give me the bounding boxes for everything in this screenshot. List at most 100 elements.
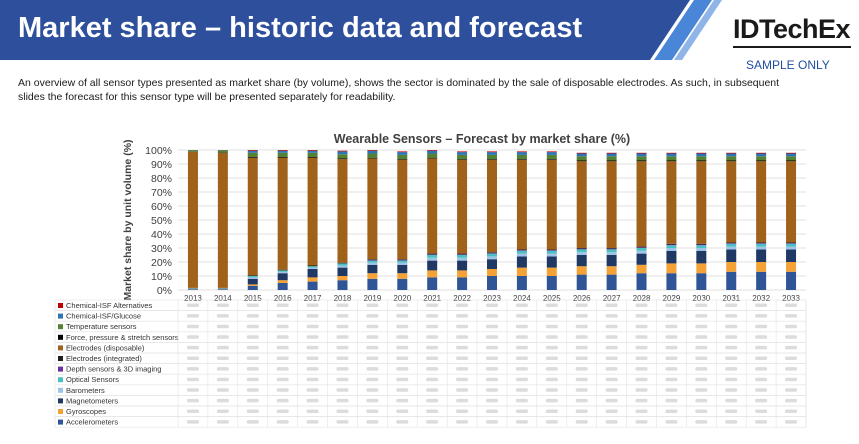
blurred-cell [575, 314, 588, 318]
bar-segment [576, 274, 587, 290]
blurred-cell [545, 409, 558, 413]
blurred-cell [306, 420, 319, 424]
bar-segment [487, 269, 497, 276]
table-row-label: Temperature sensors [66, 322, 137, 331]
blurred-cell [545, 367, 558, 371]
bar-segment [636, 152, 647, 154]
bar-segment [337, 150, 348, 152]
bar-segment [786, 156, 797, 161]
blurred-cell [665, 377, 678, 382]
bar-segment [427, 270, 438, 278]
bar-segment [606, 160, 617, 162]
bar-segment [427, 277, 438, 290]
x-tick-label: 2033 [782, 294, 800, 303]
blurred-cell [276, 388, 289, 392]
blurred-cell [186, 303, 199, 307]
blurred-cell [456, 324, 469, 329]
blurred-cell [635, 356, 648, 360]
bar-segment [187, 152, 198, 288]
bar-segment [307, 265, 318, 267]
bar-segment [636, 253, 647, 265]
bar-segment [546, 152, 557, 155]
blurred-cell [755, 377, 768, 382]
blurred-cell [785, 409, 798, 413]
blurred-cell [246, 367, 259, 371]
legend-swatch [58, 334, 63, 340]
bar-segment [726, 156, 737, 161]
blurred-cell [486, 303, 498, 307]
blurred-cell [695, 409, 708, 413]
table-row-label: Chemical-ISF/Glucose [66, 312, 141, 321]
blurred-cell [396, 377, 409, 382]
bar-segment [397, 152, 408, 155]
bar-segment [666, 156, 677, 161]
bar-segment [247, 150, 258, 151]
blurred-cell [186, 409, 199, 413]
blurred-cell [515, 324, 528, 329]
blurred-cell [186, 367, 199, 371]
bar-segment [487, 259, 497, 269]
bar-segment [696, 161, 707, 244]
blurred-cell [216, 356, 229, 360]
y-tick-label: 80% [151, 173, 172, 185]
bar-segment [337, 262, 348, 264]
bar-segment [696, 245, 707, 248]
blurred-cell [366, 409, 379, 413]
bar-segment [726, 262, 737, 272]
blurred-cell [605, 377, 618, 382]
bar-segment [487, 276, 497, 290]
blurred-cell [186, 398, 199, 403]
bar-segment [636, 246, 647, 248]
header-band [0, 0, 722, 60]
bar-segment [307, 150, 318, 153]
blurred-cell [426, 409, 439, 413]
bar-segment [666, 273, 677, 290]
blurred-cell [426, 420, 439, 424]
blurred-cell [336, 398, 349, 403]
bar-segment [786, 160, 797, 162]
bar-segment [277, 270, 288, 272]
bar-segment [427, 254, 438, 255]
bar-segment [606, 274, 617, 290]
blurred-cell [545, 377, 558, 382]
bar-segment [696, 243, 707, 245]
bar-segment [247, 278, 258, 285]
blurred-cell [695, 324, 708, 329]
bar-segment [696, 244, 707, 246]
bar-segment [277, 157, 288, 158]
blurred-cell [396, 303, 409, 307]
blurred-cell [785, 345, 798, 350]
blurred-cell [575, 324, 588, 329]
blurred-cell [635, 324, 648, 329]
bar-segment [606, 252, 617, 255]
idtechex-logo: IDTechEx [733, 14, 851, 44]
bar-segment [277, 152, 288, 157]
blurred-cell [755, 367, 768, 371]
blurred-cell [456, 314, 469, 318]
blurred-cell [276, 303, 289, 307]
blurred-cell [336, 303, 349, 307]
bar-segment [247, 275, 258, 276]
bar-segment [696, 152, 707, 154]
blurred-cell [605, 345, 618, 350]
bar-segment [307, 266, 318, 268]
blurred-cell [575, 367, 588, 371]
table-row-label: Electrodes (disposable) [66, 343, 145, 352]
bar-segment [546, 250, 557, 254]
blurred-cell [216, 335, 229, 339]
blurred-cell [486, 388, 498, 392]
blurred-cell [725, 324, 738, 329]
blurred-cell [665, 367, 678, 371]
blurred-cell [725, 303, 738, 307]
blurred-cell [755, 335, 768, 339]
blurred-cell [785, 314, 798, 318]
x-tick-label: 2019 [363, 294, 381, 303]
blurred-cell [366, 303, 379, 307]
x-tick-label: 2014 [214, 294, 232, 303]
bar-segment [187, 289, 198, 290]
bar-segment [427, 150, 438, 151]
bar-segment [367, 278, 378, 290]
blurred-cell [216, 398, 229, 403]
blurred-cell [635, 409, 648, 413]
blurred-cell [306, 345, 319, 350]
